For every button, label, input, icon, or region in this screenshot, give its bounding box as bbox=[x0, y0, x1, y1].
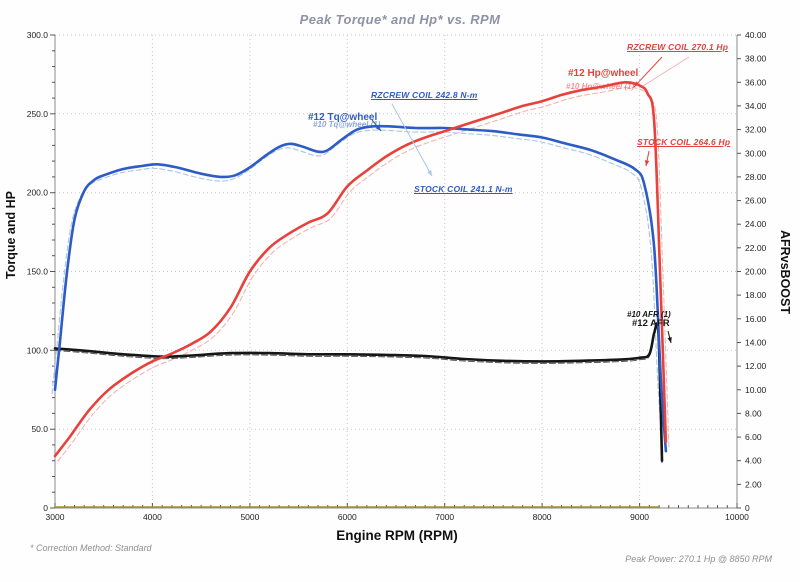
y-right-tick-label: 12.00 bbox=[745, 361, 767, 371]
y-left-tick-label: 100.0 bbox=[27, 345, 49, 355]
label-12-afr: #12 AFR bbox=[632, 318, 670, 329]
peak-power-note: Peak Power: 270.1 Hp @ 8850 RPM bbox=[625, 554, 772, 564]
y-right-tick-label: 16.00 bbox=[745, 314, 767, 324]
leader-line bbox=[633, 56, 663, 88]
leader-arrowhead bbox=[644, 160, 650, 166]
leader-arrowhead bbox=[427, 170, 432, 176]
label-10-afr: #10 AFR (1) bbox=[627, 310, 671, 319]
y-left-tick-label: 300.0 bbox=[27, 30, 49, 40]
y-right-tick-label: 40.00 bbox=[745, 30, 767, 40]
afr-10-line bbox=[54, 325, 663, 464]
y-right-tick-label: 8.00 bbox=[745, 408, 762, 418]
y-right-tick-label: 30.00 bbox=[745, 148, 767, 158]
y-right-tick-label: 6.00 bbox=[745, 432, 762, 442]
y-left-tick-label: 200.0 bbox=[27, 188, 49, 198]
label-stock-coil-hp: STOCK COIL 264.6 Hp bbox=[637, 137, 731, 147]
leader-line bbox=[391, 103, 433, 177]
y-left-tick-label: 250.0 bbox=[27, 109, 49, 119]
y-right-tick-label: 26.00 bbox=[745, 196, 767, 206]
y-right-tick-label: 32.00 bbox=[745, 125, 767, 135]
y-right-tick-label: 28.00 bbox=[745, 172, 767, 182]
afr-12-line bbox=[53, 322, 664, 462]
leader-line bbox=[642, 56, 690, 87]
x-axis-label: Engine RPM (RPM) bbox=[336, 528, 458, 543]
y-right-tick-label: 38.00 bbox=[745, 54, 767, 64]
y-right-tick-label: 22.00 bbox=[745, 243, 767, 253]
x-tick-label: 10000 bbox=[725, 512, 749, 522]
y-right-tick-label: 20.00 bbox=[745, 267, 767, 277]
label-rzcrew-coil-tq: RZCREW COIL 242.8 N-m bbox=[371, 90, 478, 100]
y-right-tick-label: 0 bbox=[745, 503, 750, 513]
leader-arrowhead bbox=[634, 81, 640, 87]
x-tick-label: 5000 bbox=[240, 512, 259, 522]
y-left-tick-label: 50.0 bbox=[31, 424, 48, 434]
hp-12-line bbox=[53, 80, 668, 458]
label-rzcrew-coil-hp: RZCREW COIL 270.1 Hp bbox=[627, 42, 729, 52]
y-left-tick-label: 0 bbox=[43, 503, 48, 513]
y-right-tick-label: 36.00 bbox=[745, 77, 767, 87]
label-12-tq-wheel: #12 Tq@wheel bbox=[308, 112, 378, 123]
x-tick-label: 3000 bbox=[46, 512, 65, 522]
leader-arrowhead bbox=[375, 125, 381, 131]
label-12-hp-wheel: #12 Hp@wheel bbox=[568, 68, 639, 79]
label-stock-coil-tq: STOCK COIL 241.1 N-m bbox=[414, 184, 513, 194]
label-10-hp-wheel: #10 Hp@wheel (1) bbox=[566, 82, 635, 91]
x-tick-label: 7000 bbox=[435, 512, 454, 522]
hp-10-ghost-line bbox=[57, 86, 670, 462]
leader-arrowhead bbox=[667, 337, 672, 343]
chart-title: Peak Torque* and Hp* vs. RPM bbox=[299, 12, 501, 27]
y-right-tick-label: 2.00 bbox=[745, 479, 762, 489]
tq-10-ghost-line bbox=[51, 129, 664, 456]
y-right-tick-label: 14.00 bbox=[745, 338, 767, 348]
x-tick-label: 6000 bbox=[338, 512, 357, 522]
x-tick-label: 4000 bbox=[143, 512, 162, 522]
x-tick-label: 8000 bbox=[533, 512, 552, 522]
correction-note: * Correction Method: Standard bbox=[30, 543, 152, 553]
tq-12-line bbox=[53, 124, 668, 453]
y-right-tick-label: 24.00 bbox=[745, 219, 767, 229]
y-right-tick-label: 34.00 bbox=[745, 101, 767, 111]
label-10-tq-wheel: #10 Tq@wheel (1) bbox=[313, 120, 381, 129]
y-left-tick-label: 150.0 bbox=[27, 267, 49, 277]
y-right-tick-label: 18.00 bbox=[745, 290, 767, 300]
y-right-tick-label: 4.00 bbox=[745, 456, 762, 466]
y-right-tick-label: 10.00 bbox=[745, 385, 767, 395]
x-tick-label: 9000 bbox=[630, 512, 649, 522]
